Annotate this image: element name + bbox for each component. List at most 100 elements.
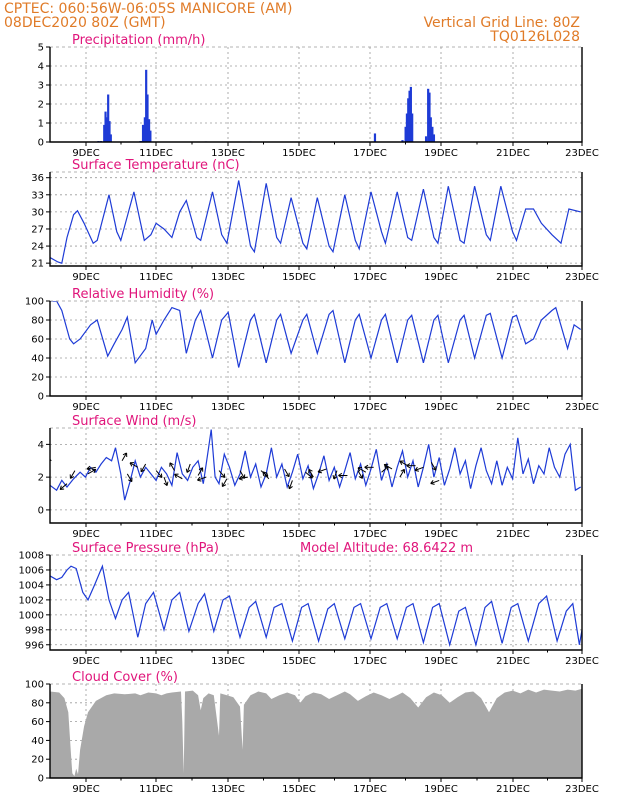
- precip-bar: [373, 133, 377, 142]
- wind-arrow: [383, 463, 393, 470]
- precip-xtick-label: 21DEC: [496, 148, 530, 159]
- precip-xtick-label: 13DEC: [211, 148, 245, 159]
- rh-xtick-label: 23DEC: [565, 402, 599, 413]
- header-model: TQ0126L028: [489, 29, 580, 45]
- wind-xtick-label: 13DEC: [211, 529, 245, 540]
- temp-xtick-label: 15DEC: [282, 272, 316, 283]
- cloud-xtick-label: 21DEC: [496, 784, 530, 795]
- temp-series-line: [50, 180, 581, 264]
- wind-arrow: [163, 476, 169, 486]
- temp-ytick-label: 24: [31, 242, 44, 253]
- precip-ytick-label: 5: [38, 43, 44, 54]
- precip-bar: [424, 136, 428, 142]
- precip-panel: 0 1 2 3 4 5 9DEC 11DEC 13DEC 15DEC 17DEC 19DEC 21DEC…: [38, 33, 599, 159]
- precip-title: Precipitation (mm/h): [72, 33, 205, 48]
- precip-bar: [107, 94, 110, 142]
- pressure-frame: [49, 555, 583, 651]
- precip-bar: [141, 124, 145, 142]
- precip-bar: [407, 98, 410, 142]
- precip-ytick-label: 0: [38, 138, 44, 149]
- precip-plot: [97, 69, 436, 142]
- precip-xtick-label: 17DEC: [353, 148, 387, 159]
- pressure-ytick-label: 1006: [19, 565, 44, 576]
- header-grid-line: Vertical Grid Line: 80Z: [424, 15, 580, 31]
- wind-arrow: [59, 483, 68, 490]
- precip-xtick-label: 15DEC: [282, 148, 316, 159]
- cloud-plot: [50, 688, 582, 778]
- wind-arrow: [364, 464, 374, 470]
- wind-xtick-label: 23DEC: [565, 529, 599, 540]
- wind-arrow: [430, 462, 437, 471]
- wind-arrow: [262, 471, 270, 480]
- temp-xtick-label: 21DEC: [496, 272, 530, 283]
- pressure-panel: 996 998 1000 1002 1004 1006 1008 9DEC 11DEC 13DEC…: [19, 541, 599, 667]
- temp-ytick-label: 30: [31, 207, 44, 218]
- cloud-ytick-label: 40: [31, 736, 44, 747]
- temp-ytick-label: 33: [31, 190, 44, 201]
- wind-xtick-label: 11DEC: [139, 529, 173, 540]
- pressure-title: Surface Pressure (hPa): [72, 541, 219, 556]
- precip-ytick-label: 1: [38, 119, 44, 130]
- wind-arrow: [317, 468, 327, 474]
- panels: 0 1 2 3 4 5 9DEC 11DEC 13DEC 15DEC 17DEC 19DEC 21DEC…: [19, 33, 599, 795]
- wind-arrow: [69, 470, 76, 479]
- cloud-xtick-label: 15DEC: [282, 784, 316, 795]
- precip-bar: [408, 90, 411, 142]
- cloud-xtick-label: 9DEC: [72, 784, 99, 795]
- wind-arrow: [86, 465, 96, 471]
- precip-bar: [143, 117, 146, 142]
- wind-plot: [50, 429, 582, 501]
- precip-bar: [429, 117, 432, 142]
- wind-arrow: [338, 472, 348, 479]
- precip-xtick-label: 23DEC: [565, 148, 599, 159]
- pressure-ytick-label: 1004: [19, 580, 44, 591]
- wind-arrow: [305, 471, 313, 479]
- precip-ytick-label: 3: [38, 81, 44, 92]
- wind-arrow: [357, 467, 367, 473]
- precip-bar: [427, 88, 430, 142]
- wind-arrow: [218, 470, 226, 478]
- precip-bar: [146, 94, 149, 142]
- wind-arrow: [129, 462, 139, 468]
- rh-ytick-label: 0: [38, 392, 44, 403]
- pressure-xtick-label: 17DEC: [353, 656, 387, 667]
- precip-bar: [147, 119, 151, 142]
- temp-xtick-label: 9DEC: [72, 272, 99, 283]
- wind-arrow: [284, 468, 290, 478]
- wind-xtick-label: 17DEC: [353, 529, 387, 540]
- rh-plot: [50, 301, 582, 368]
- pressure-ytick-label: 998: [25, 625, 44, 636]
- cloud-title: Cloud Cover (%): [72, 670, 178, 685]
- wind-arrow: [414, 466, 424, 472]
- temp-plot: [50, 180, 581, 264]
- rh-frame: [49, 301, 583, 397]
- rh-xtick-label: 15DEC: [282, 402, 316, 413]
- wind-arrow: [238, 475, 248, 481]
- pressure-xtick-label: 23DEC: [565, 656, 599, 667]
- rh-ytick-label: 100: [25, 297, 44, 308]
- precip-ytick-label: 2: [38, 100, 44, 111]
- wind-arrow: [121, 452, 128, 462]
- wind-ytick-label: 2: [38, 473, 44, 484]
- rh-xtick-label: 19DEC: [424, 402, 458, 413]
- wind-xtick-label: 9DEC: [72, 529, 99, 540]
- wind-arrow: [197, 476, 207, 482]
- precip-bar: [103, 124, 106, 142]
- pressure-xtick-label: 11DEC: [139, 656, 173, 667]
- cloud-area: [50, 688, 582, 778]
- pressure-series-line: [50, 564, 582, 648]
- cloud-ytick-label: 60: [31, 717, 44, 728]
- wind-arrow: [332, 470, 338, 480]
- rh-xtick-label: 13DEC: [211, 402, 245, 413]
- precip-frame: [49, 47, 583, 143]
- wind-arrow: [399, 460, 408, 467]
- precip-bar: [109, 134, 112, 142]
- precip-bar: [431, 126, 434, 142]
- pressure-ytick-label: 1008: [19, 551, 44, 562]
- rh-ytick-label: 60: [31, 335, 44, 346]
- precip-bar: [432, 134, 436, 142]
- precip-bar: [145, 69, 148, 142]
- wind-arrow: [287, 480, 293, 490]
- temp-ytick-label: 36: [31, 173, 44, 184]
- temp-title: Surface Temperature (nC): [72, 158, 240, 173]
